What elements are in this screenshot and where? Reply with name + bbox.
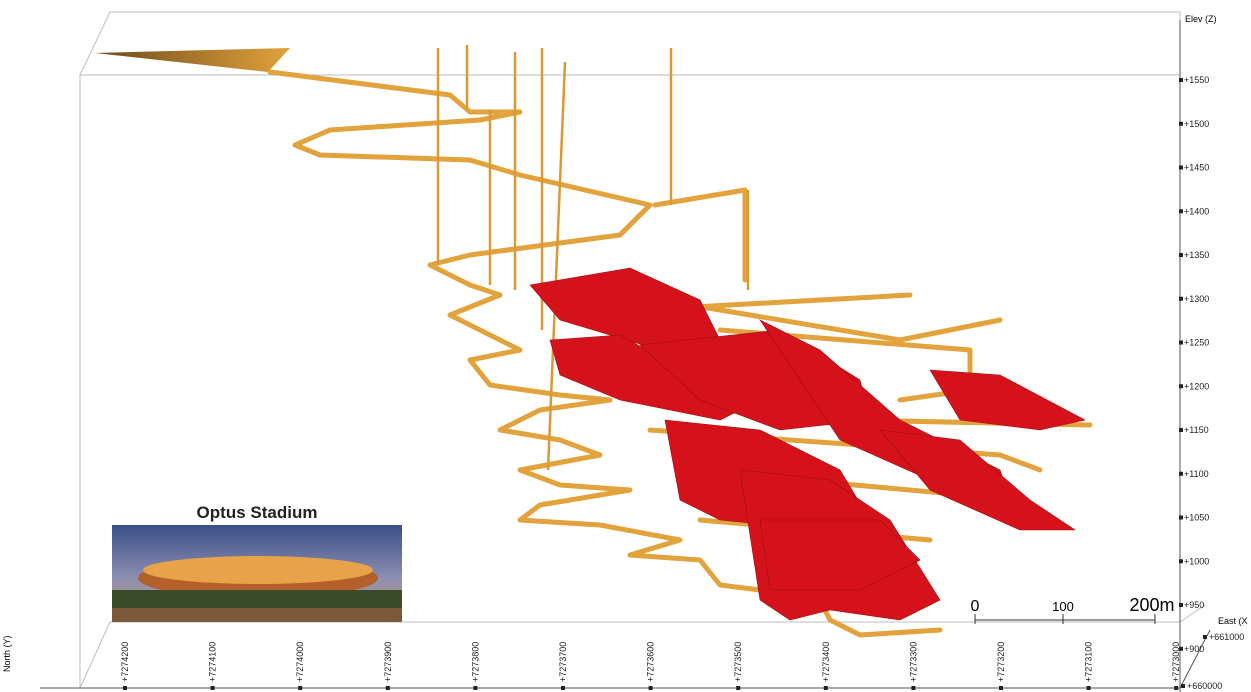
tick-mark bbox=[1179, 603, 1183, 607]
elevation-axis-title: Elev (Z) bbox=[1185, 14, 1217, 24]
tick-mark bbox=[298, 686, 302, 690]
elevation-tick-label: +1400 bbox=[1184, 206, 1209, 216]
elevation-tick-label: +900 bbox=[1184, 644, 1204, 654]
elevation-tick-label: +1450 bbox=[1184, 163, 1209, 173]
tick-mark bbox=[911, 686, 915, 690]
north-tick-label: +7274000 bbox=[295, 642, 305, 682]
north-tick-label: +7273900 bbox=[383, 642, 393, 682]
tick-mark bbox=[473, 686, 477, 690]
north-tick-label: +7273000 bbox=[1171, 642, 1181, 682]
north-tick-label: +7273200 bbox=[996, 642, 1006, 682]
tick-mark bbox=[561, 686, 565, 690]
tick-mark bbox=[1179, 78, 1183, 82]
scale-label: 0 bbox=[971, 598, 980, 615]
north-tick-label: +7274100 bbox=[208, 642, 218, 682]
tick-mark bbox=[1179, 341, 1183, 345]
east-tick-label: +661000 bbox=[1209, 632, 1244, 642]
tick-mark bbox=[1179, 472, 1183, 476]
north-tick-label: +7273700 bbox=[558, 642, 568, 682]
inset-title: Optus Stadium bbox=[197, 503, 318, 522]
elevation-tick-label: +1250 bbox=[1184, 338, 1209, 348]
north-tick-label: +7273500 bbox=[733, 642, 743, 682]
north-tick-label: +7273800 bbox=[470, 642, 480, 682]
elevation-tick-label: +1000 bbox=[1184, 556, 1209, 566]
tick-mark bbox=[736, 686, 740, 690]
tick-mark bbox=[824, 686, 828, 690]
elevation-tick-label: +1550 bbox=[1184, 75, 1209, 85]
north-tick-label: +7274200 bbox=[120, 642, 130, 682]
inset-photo: Optus Stadium bbox=[112, 503, 402, 622]
elevation-tick-label: +1100 bbox=[1184, 469, 1209, 479]
tick-mark bbox=[1179, 516, 1183, 520]
elevation-tick-label: +950 bbox=[1184, 600, 1204, 610]
tick-mark bbox=[123, 686, 127, 690]
north-tick-label: +7273300 bbox=[908, 642, 918, 682]
tick-mark bbox=[1179, 209, 1183, 213]
elevation-tick-label: +1150 bbox=[1184, 425, 1209, 435]
tick-mark bbox=[1179, 166, 1183, 170]
tick-mark bbox=[386, 686, 390, 690]
elevation-tick-label: +1300 bbox=[1184, 294, 1209, 304]
elevation-tick-label: +1050 bbox=[1184, 513, 1209, 523]
tick-mark bbox=[1174, 686, 1178, 690]
tick-mark bbox=[1179, 253, 1183, 257]
elevation-tick-label: +1200 bbox=[1184, 381, 1209, 391]
tick-mark bbox=[211, 686, 215, 690]
tick-mark bbox=[1179, 297, 1183, 301]
tick-mark bbox=[1181, 684, 1185, 688]
tick-mark bbox=[999, 686, 1003, 690]
tick-mark bbox=[1087, 686, 1091, 690]
tick-mark bbox=[1179, 428, 1183, 432]
north-tick-label: +7273400 bbox=[821, 642, 831, 682]
scale-label: 100 bbox=[1052, 599, 1074, 614]
north-axis-title: North (Y) bbox=[2, 635, 12, 672]
tick-mark bbox=[649, 686, 653, 690]
tick-mark bbox=[1203, 635, 1207, 639]
elevation-tick-label: +1350 bbox=[1184, 250, 1209, 260]
mine-model-view: 0 100 200m Optus Stadium Elev (Z) East (… bbox=[0, 0, 1251, 692]
tick-mark bbox=[1179, 384, 1183, 388]
scale-label: 200m bbox=[1129, 595, 1174, 615]
east-tick-label: +660000 bbox=[1187, 681, 1222, 691]
east-axis-title: East (X bbox=[1218, 616, 1248, 626]
scale-bar: 0 100 200m bbox=[971, 595, 1175, 624]
north-tick-label: +7273100 bbox=[1084, 642, 1094, 682]
tick-mark bbox=[1179, 122, 1183, 126]
north-tick-label: +7273600 bbox=[646, 642, 656, 682]
elevation-tick-label: +1500 bbox=[1184, 119, 1209, 129]
tick-mark bbox=[1179, 559, 1183, 563]
